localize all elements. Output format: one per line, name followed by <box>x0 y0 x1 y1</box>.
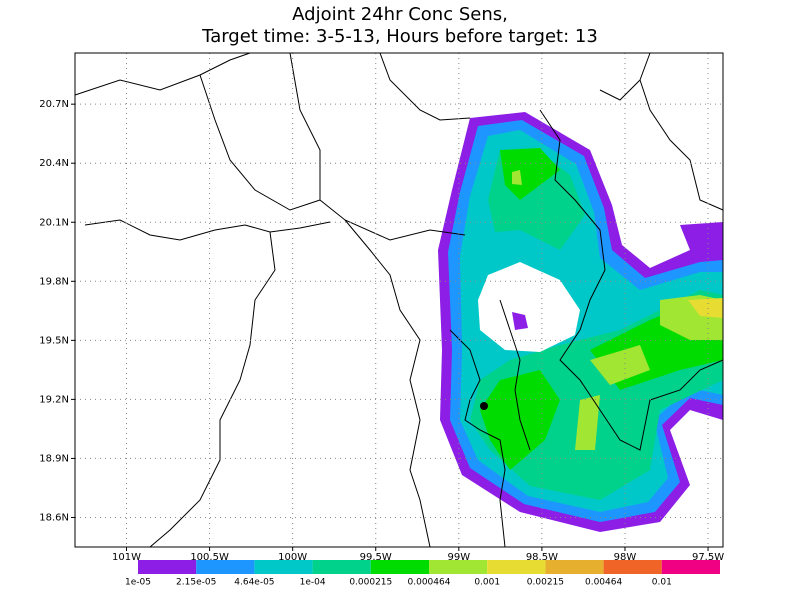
colorbar-box <box>429 560 488 574</box>
colorbar-label: 0.001 <box>474 578 500 588</box>
colorbar-box <box>545 560 604 574</box>
x-tick-label: 99W <box>448 552 471 563</box>
sensitivity-field <box>438 112 723 532</box>
y-tick-label: 20.1N <box>39 217 69 228</box>
x-tick-label: 98.5W <box>526 552 558 563</box>
y-tick-label: 20.4N <box>39 158 69 169</box>
x-tick-label: 100.5W <box>190 552 229 563</box>
borders <box>74 52 724 548</box>
x-tick-label: 97.5W <box>692 552 724 563</box>
y-tick-label: 18.9N <box>39 453 69 464</box>
colorbar-box <box>196 560 255 574</box>
colorbar-box <box>661 560 720 574</box>
y-tick-label: 20.7N <box>39 99 69 110</box>
colorbar-box <box>312 560 371 574</box>
title-line: Target time: 3-5-13, Hours before target… <box>201 26 598 47</box>
x-tick-label: 98W <box>614 552 637 563</box>
y-tick-label: 18.6N <box>39 512 69 523</box>
colorbar-label: 0.00464 <box>585 578 622 588</box>
x-tick-label: 101W <box>112 552 141 563</box>
colorbar-label: 1e-04 <box>300 578 326 588</box>
map-frame <box>74 52 724 548</box>
colorbar-box <box>138 560 197 574</box>
colorbar-label: 0.000464 <box>408 578 451 588</box>
colorbar-label: 2.15e-05 <box>176 578 216 588</box>
x-tick-label: 99.5W <box>360 552 392 563</box>
colorbar-box <box>254 560 313 574</box>
x-tick-label: 100W <box>278 552 307 563</box>
colorbar-label: 1e-05 <box>125 578 151 588</box>
colorbar-box <box>487 560 546 574</box>
title-line: Adjoint 24hr Conc Sens, <box>292 4 508 25</box>
colorbar-box <box>370 560 429 574</box>
y-tick-label: 19.5N <box>39 335 69 346</box>
colorbar-label: 0.000215 <box>349 578 392 588</box>
colorbar-label: 0.00215 <box>527 578 564 588</box>
y-tick-label: 19.8N <box>39 276 69 287</box>
colorbar-label: 4.64e-05 <box>234 578 274 588</box>
colorbar-box <box>603 560 662 574</box>
colorbar-label: 0.01 <box>652 578 672 588</box>
y-tick-label: 19.2N <box>39 394 69 405</box>
